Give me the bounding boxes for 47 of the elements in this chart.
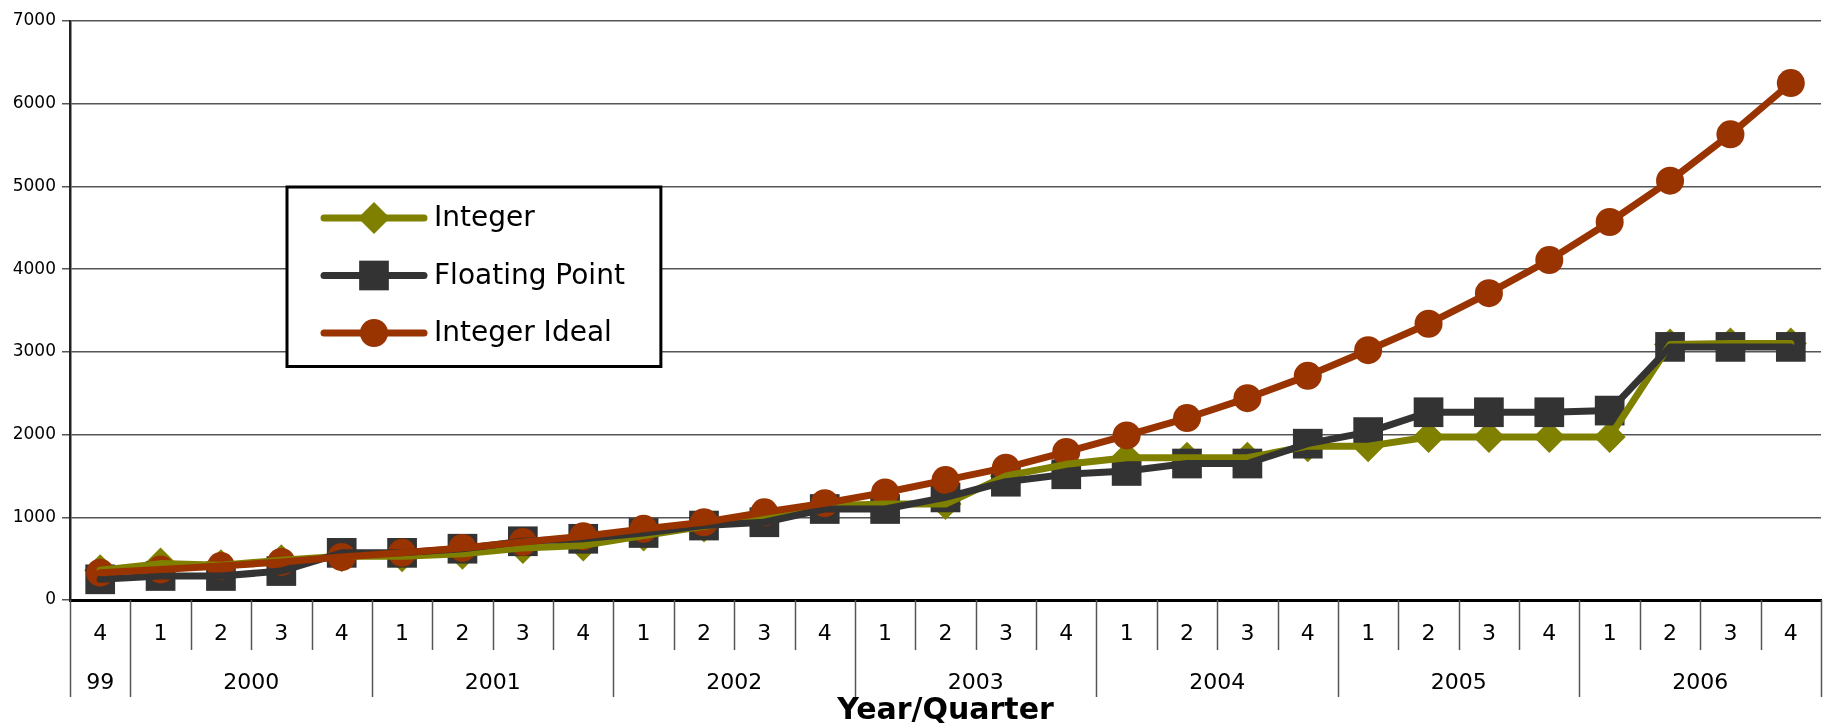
legend-label: Integer — [434, 200, 536, 234]
x-tick-label: 1 — [1361, 619, 1376, 645]
y-tick-label: 0 — [45, 588, 56, 609]
x-tick-label: 3 — [998, 619, 1013, 645]
x-tick-label: 4 — [1059, 619, 1074, 645]
x-tick-label: 4 — [1783, 619, 1798, 645]
x-tick-label: 1 — [636, 619, 651, 645]
x-tick-label: 1 — [1119, 619, 1134, 645]
x-tick-label: 3 — [1723, 619, 1738, 645]
y-tick-label: 2000 — [12, 422, 56, 443]
x-tick-label: 2 — [696, 619, 711, 645]
x-tick-label: 3 — [515, 619, 530, 645]
y-tick-label: 1000 — [12, 505, 56, 526]
x-tick-label: 2 — [213, 619, 228, 645]
y-tick-label: 4000 — [12, 257, 56, 278]
x-tick-label: 3 — [274, 619, 289, 645]
x-tick-label: 2 — [938, 619, 953, 645]
x-tick-label: 4 — [1300, 619, 1315, 645]
text: 2005 — [1430, 668, 1487, 694]
text: 2001 — [464, 668, 521, 694]
text: 2004 — [1189, 668, 1246, 694]
x-tick-label: 4 — [334, 619, 349, 645]
text: 2000 — [223, 668, 280, 694]
x-tick-label: 4 — [817, 619, 832, 645]
x-tick-label: 2 — [1663, 619, 1678, 645]
x-tick-label: 4 — [93, 619, 108, 645]
x-tick-label: 3 — [1240, 619, 1255, 645]
text: 2002 — [706, 668, 763, 694]
x-tick-label: 4 — [1542, 619, 1557, 645]
x-tick-label: 1 — [153, 619, 168, 645]
text: 2006 — [1672, 668, 1729, 694]
x-tick-label: 2 — [455, 619, 470, 645]
x-tick-label: 1 — [1602, 619, 1617, 645]
x-tick-label: 3 — [1481, 619, 1496, 645]
text: 99 — [86, 668, 115, 694]
x-tick-label: 2 — [1180, 619, 1195, 645]
y-tick-label: 7000 — [12, 9, 56, 30]
x-tick-label: 1 — [395, 619, 410, 645]
legend-label: Floating Point — [434, 257, 625, 291]
x-tick-label: 3 — [757, 619, 772, 645]
y-tick-label: 3000 — [12, 340, 56, 361]
x-tick-label: 2 — [1421, 619, 1436, 645]
x-tick-label: 1 — [878, 619, 893, 645]
legend-label: Integer Ideal — [434, 315, 612, 349]
y-tick-label: 5000 — [12, 174, 56, 195]
y-tick-label: 6000 — [12, 92, 56, 113]
x-tick-label: 4 — [576, 619, 591, 645]
